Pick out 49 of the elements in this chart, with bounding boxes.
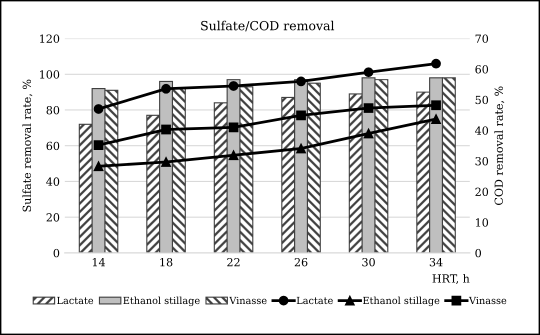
point [364, 103, 374, 113]
x-tick-label: 26 [294, 258, 308, 266]
point [431, 114, 441, 124]
point [228, 150, 238, 160]
point [296, 144, 306, 154]
legend-label: Lactate [296, 296, 333, 304]
y-tick-label: 20 [46, 213, 60, 222]
y-axis-title: Sulfate removal rate, % [22, 80, 32, 212]
y2-tick-label: 70 [476, 34, 488, 43]
x-tick-label: 30 [362, 258, 375, 266]
point [94, 104, 104, 114]
point [296, 76, 306, 86]
legend-label: Vinasse [468, 296, 506, 304]
y-tick-label: 80 [46, 106, 60, 114]
point [161, 124, 171, 134]
point [296, 110, 306, 120]
point [364, 67, 374, 78]
point [431, 100, 441, 110]
point [94, 161, 104, 172]
legend-label: Lactate [57, 296, 94, 304]
y2-tick-label: 60 [475, 65, 488, 74]
y-tick-label: 0 [54, 248, 60, 258]
y2-tick-label: 50 [476, 96, 488, 104]
y2-tick-label: 20 [475, 188, 488, 196]
point [228, 81, 238, 91]
point [228, 122, 238, 132]
legend-label: Ethanol stillage [123, 296, 200, 306]
point [161, 157, 171, 167]
legend-label: Ethanol stillage [363, 296, 440, 306]
point [431, 58, 441, 68]
x-tick-label: 34 [430, 258, 443, 266]
x-axis-title: HRT, h [432, 274, 470, 284]
x-tick-label: 18 [160, 258, 172, 266]
y2-tick-label: 10 [476, 218, 488, 227]
x-tick-label: 22 [227, 258, 240, 266]
y-tick-label: 100 [40, 70, 60, 79]
point [161, 84, 171, 94]
chart-title: Sulfate/COD removal [201, 20, 334, 32]
point [364, 128, 374, 138]
y2-tick-label: 40 [475, 126, 488, 135]
point [94, 140, 104, 150]
y-tick-label: 60 [46, 142, 60, 150]
y2-axis-title: COD removal rate, % [494, 86, 504, 205]
y-tick-label: 120 [40, 34, 60, 43]
y-tick-label: 40 [46, 177, 60, 186]
y2-tick-label: 0 [475, 248, 481, 258]
x-tick-label: 14 [92, 258, 106, 266]
legend-label: Vinasse [229, 296, 267, 304]
y2-tick-label: 30 [476, 157, 488, 166]
